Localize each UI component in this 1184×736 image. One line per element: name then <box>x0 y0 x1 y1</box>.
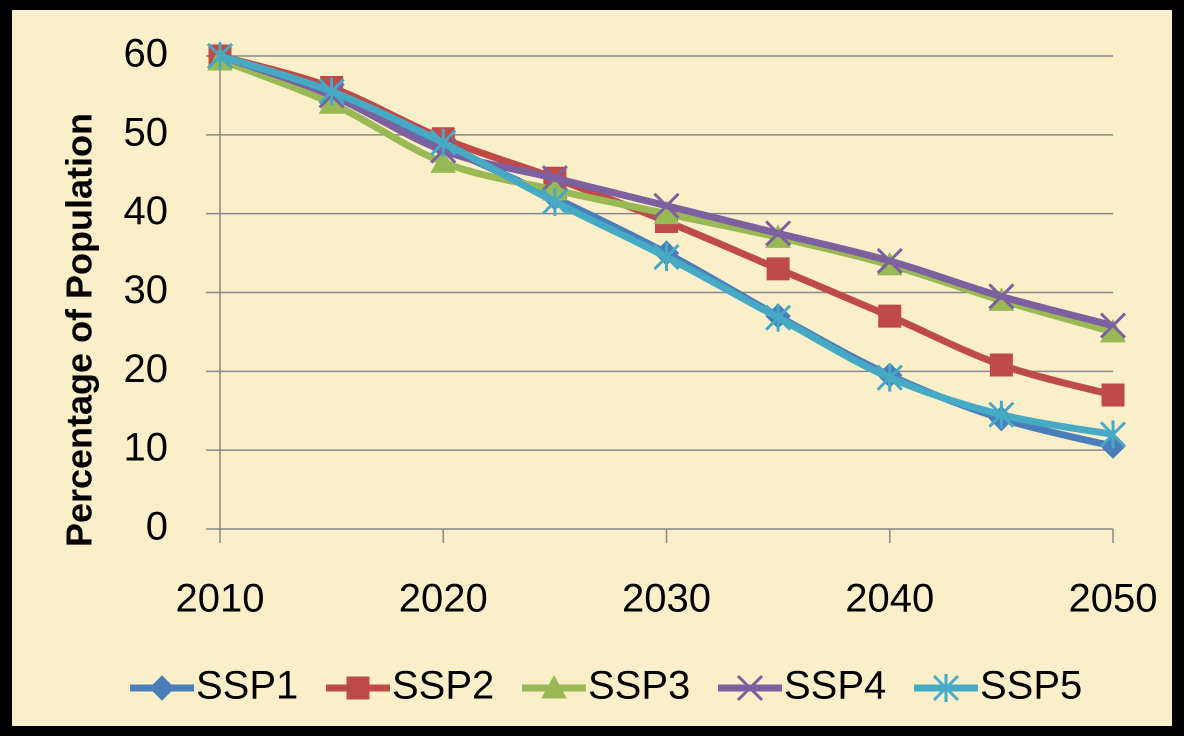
legend-marker <box>149 675 175 701</box>
legend-item: SSP3 <box>522 664 690 708</box>
data-point <box>541 165 568 192</box>
legend-label: SSP3 <box>588 664 690 708</box>
data-point <box>430 149 457 173</box>
data-point <box>1099 420 1127 449</box>
data-point <box>876 363 903 392</box>
data-point <box>988 400 1015 429</box>
legend-marker <box>932 674 960 702</box>
data-point <box>878 304 902 328</box>
data-point <box>766 257 790 281</box>
data-point <box>989 353 1013 377</box>
legend-label: SSP1 <box>196 664 298 708</box>
data-point <box>1101 383 1125 407</box>
data-point <box>988 283 1015 310</box>
x-tick-label: 2030 <box>622 577 711 621</box>
y-tick-label: 30 <box>124 268 169 312</box>
y-tick-label: 50 <box>124 110 169 154</box>
legend-item: SSP2 <box>326 664 494 708</box>
y-tick-label: 20 <box>124 347 169 391</box>
x-tick-label: 2050 <box>1069 577 1158 621</box>
data-point <box>765 303 792 332</box>
legend-marker <box>346 676 370 700</box>
legend-marker <box>541 674 567 699</box>
data-point <box>206 42 234 70</box>
x-tick-label: 2040 <box>845 577 934 621</box>
y-tick-label: 60 <box>124 32 169 76</box>
legend-label: SSP5 <box>980 664 1082 708</box>
data-point <box>1099 312 1127 339</box>
chart-background <box>12 10 1172 726</box>
legend-marker <box>736 674 764 702</box>
legend-item: SSP5 <box>914 664 1082 708</box>
data-point <box>318 77 345 106</box>
data-point <box>430 128 457 157</box>
data-point <box>653 243 680 272</box>
y-tick-label: 40 <box>124 189 169 233</box>
y-tick-label: 10 <box>124 426 169 470</box>
legend-item: SSP1 <box>130 664 298 708</box>
legend-label: SSP4 <box>784 664 886 708</box>
data-point <box>765 220 792 247</box>
data-point <box>876 247 903 275</box>
legend-item: SSP4 <box>718 664 886 708</box>
legend-label: SSP2 <box>392 664 494 708</box>
y-axis-label: Percentage of Population <box>59 113 100 547</box>
data-point <box>653 192 680 219</box>
y-tick-label: 0 <box>146 505 168 549</box>
x-tick-label: 2010 <box>176 577 265 621</box>
x-tick-label: 2020 <box>399 577 488 621</box>
data-point <box>541 187 568 216</box>
